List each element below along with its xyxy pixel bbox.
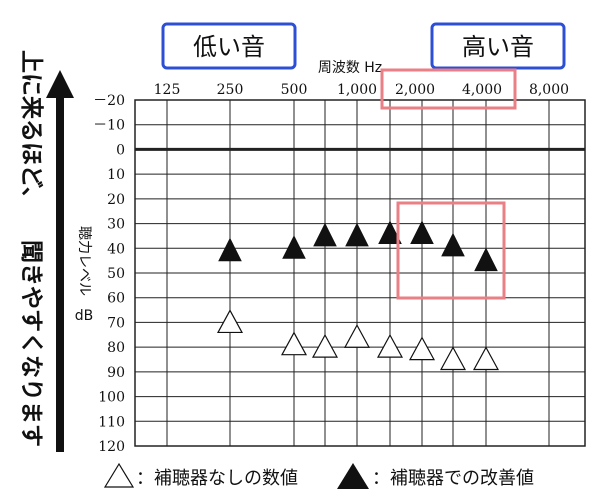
y-tick-label: 0 [116,142,125,158]
open-triangle-point [216,309,244,334]
filled-triangle-point [410,220,434,244]
y-tick-label: 50 [107,266,125,282]
filled-triangle-point [441,232,465,257]
y-tick-label: －20 [93,93,125,109]
filled-triangle-point [218,237,242,262]
filled-triangle-point [378,220,402,244]
high-sound-label: 高い音 [462,33,534,61]
side-note-line2: 聞きやすくなります [18,240,44,447]
data-marks [216,220,500,371]
open-triangle-point [376,333,404,358]
y-tick-label: 40 [107,241,125,257]
open-triangle-point [472,346,500,371]
x-tick-label: 125 [154,82,181,98]
x-tick-label: 4,000 [462,82,502,98]
y-tick-label: 120 [98,439,125,455]
up-arrow-icon [46,70,74,452]
y-tick-label: 80 [107,340,125,356]
freq-axis-title: 周波数 Hz [318,60,382,76]
x-tick-label: 250 [217,82,244,98]
filled-triangle-point [474,247,498,272]
low-sound-label: 低い音 [193,33,265,61]
y-tick-label: 110 [98,414,125,430]
y-tick-label: 70 [107,315,125,331]
y-axis-title: 聴力レベル [76,226,92,296]
legend: ：補聴器なしの数値 ：補聴器での改善値 [103,462,534,489]
open-triangle-point [311,333,339,358]
y-tick-label: 60 [107,291,125,307]
y-tick-label: 20 [107,192,125,208]
x-tick-label: 1,000 [337,82,377,98]
y-axis-unit: dB [75,308,94,324]
highlight-high-frequency-points [396,201,506,300]
highlight-frequency-labels [380,68,517,110]
low-sound-badge: 低い音 [161,22,297,70]
y-tick-label: －10 [93,118,125,134]
x-tick-label: 8,000 [529,82,569,98]
y-tick-label: 10 [107,167,125,183]
legend-open-label: ：補聴器なしの数値 [136,468,298,489]
open-triangle-point [408,336,436,361]
filled-triangle-point [313,222,337,247]
y-tick-label: 30 [107,217,125,233]
x-tick-label: 2,000 [395,82,435,98]
open-triangle-point [280,331,308,356]
filled-triangle-point [282,235,306,259]
filled-triangle-point [345,222,369,247]
legend-open-triangle-icon [103,462,135,488]
x-tick-label: 500 [281,82,308,98]
y-tick-label: 90 [107,365,125,381]
y-tick-labels: －20 －10 0 10 20 30 40 50 60 70 80 90 100 110 120 [93,93,125,455]
x-tick-labels: 125 250 500 1,000 2,000 4,000 8,000 [154,82,569,98]
side-note-line1: 上に来るほど、 [18,50,44,210]
high-sound-badge: 高い音 [430,22,566,70]
open-triangle-point [343,324,371,348]
legend-filled-label: ：補聴器での改善値 [372,468,534,489]
y-tick-label: 100 [98,390,125,406]
legend-filled-triangle-icon [337,463,369,489]
open-triangle-point [439,346,467,371]
grid [134,99,586,447]
